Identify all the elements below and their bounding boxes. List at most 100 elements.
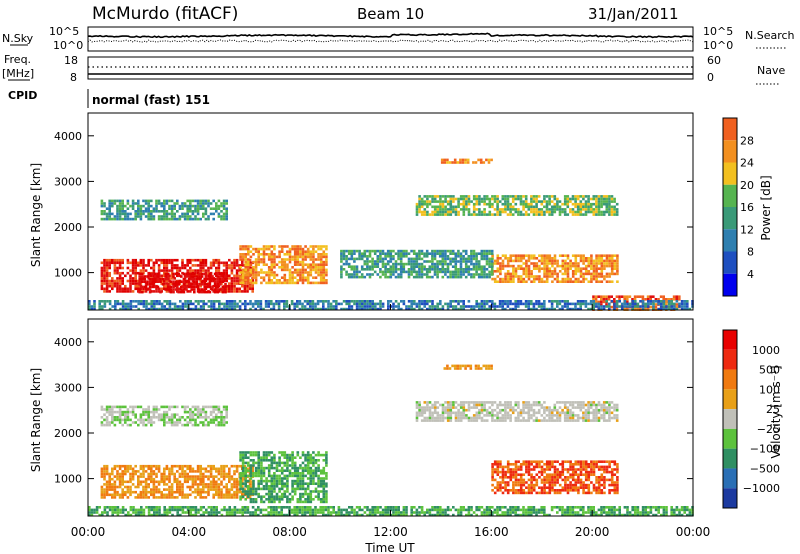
power-cell-1 [177,280,180,283]
power-cell-0 [129,284,132,288]
power-cell-9 [155,300,159,303]
velocity-cell-1 [306,453,310,457]
power-cell-9 [584,305,588,308]
power-cell-9 [225,302,229,306]
velocity-cell-1 [267,474,271,478]
power-cell-0 [228,258,231,262]
power-cell-6 [590,259,593,263]
power-cell-9 [371,305,374,308]
power-cell-4 [615,210,619,214]
power-cell-4 [493,197,497,201]
power-colorbar-swatch [723,184,737,207]
power-cell-9 [449,300,452,303]
velocity-cell-1 [309,472,313,475]
power-cell-7 [345,273,348,276]
power-cell-7 [483,275,486,279]
power-cell-2 [254,247,258,251]
power-cell-4 [467,195,471,198]
power-cell-9 [316,300,320,303]
power-cell-9 [483,302,486,306]
power-cell-9 [592,305,595,308]
velocity-cell-0 [124,464,127,468]
power-cell-7 [399,265,403,268]
power-cell-5 [451,161,454,164]
velocity-cell-1 [257,492,260,496]
power-cell-4 [514,197,518,201]
power-cell-4 [610,195,614,198]
power-cell-4 [457,205,460,209]
power-cell-6 [512,280,515,283]
power-cell-9 [145,300,148,303]
velocity-cell-1 [273,459,276,462]
power-cell-7 [477,252,481,255]
power-cell-9 [124,305,127,308]
power-cell-0 [134,284,137,288]
velocity-cell-1 [322,485,326,488]
power-cell-7 [444,273,447,276]
velocity-cell-1 [265,498,268,501]
power-cell-1 [164,272,167,276]
power-cell-4 [602,197,606,201]
power-cell-7 [454,262,458,266]
velocity-cell-2 [163,418,166,422]
velocity-cell-0 [100,467,104,471]
power-cell-0 [113,261,117,265]
power-cell-7 [363,262,367,266]
power-cell-0 [230,279,234,283]
velocity-cell-3 [444,408,447,412]
power-cell-7 [457,260,460,263]
velocity-cell-0 [212,485,215,489]
velocity-cell-2 [225,408,228,411]
velocity-cell-0 [186,480,189,484]
power-cell-9 [483,300,486,303]
power-cell-7 [420,275,424,279]
velocity-cell-1 [283,451,287,454]
velocity-cell-0 [186,493,189,497]
power-cell-9 [394,305,398,308]
power-cell-9 [267,300,270,303]
power-cell-0 [100,261,104,265]
power-cell-9 [98,300,101,303]
power-cell-4 [514,208,518,211]
power-cell-4 [608,213,611,216]
velocity-cell-1 [299,477,302,480]
power-cell-6 [517,277,520,281]
power-cell-0 [116,282,119,285]
velocity-cell-1 [312,474,315,478]
velocity-cell-0 [139,464,143,468]
velocity-cell-0 [165,475,169,478]
power-cell-3 [181,204,184,208]
velocity-cell-1 [257,479,260,483]
power-cell-9 [501,305,504,308]
power-cell-6 [504,254,507,257]
power-cell-6 [530,262,533,265]
power-cell-9 [93,302,96,306]
velocity-cell-1 [252,482,255,485]
power-cell-0 [137,284,140,288]
power-cell-9 [392,302,395,306]
power-cell-9 [615,305,619,308]
power-cell-2 [280,250,284,253]
power-cell-0 [207,269,210,272]
power-cell-4 [433,200,437,203]
power-cell-9 [329,302,333,306]
velocity-cell-3 [441,414,445,417]
power-cell-2 [278,281,281,285]
power-cell-9 [418,302,421,306]
power-cell-7 [386,255,390,258]
power-cell-0 [181,261,184,265]
power-cell-9 [244,305,247,308]
power-cell-9 [189,302,192,306]
power-cell-7 [418,257,421,261]
power-cell-2 [293,276,297,279]
power-cell-4 [530,210,533,214]
power-cell-4 [462,195,466,198]
power-cell-0 [131,261,135,265]
velocity-cell-1 [252,487,255,491]
power-cell-4 [524,210,528,214]
velocity-cell-1 [275,479,279,483]
power-cell-3 [189,210,192,213]
power-cell-7 [420,270,424,274]
power-cell-0 [228,277,231,280]
